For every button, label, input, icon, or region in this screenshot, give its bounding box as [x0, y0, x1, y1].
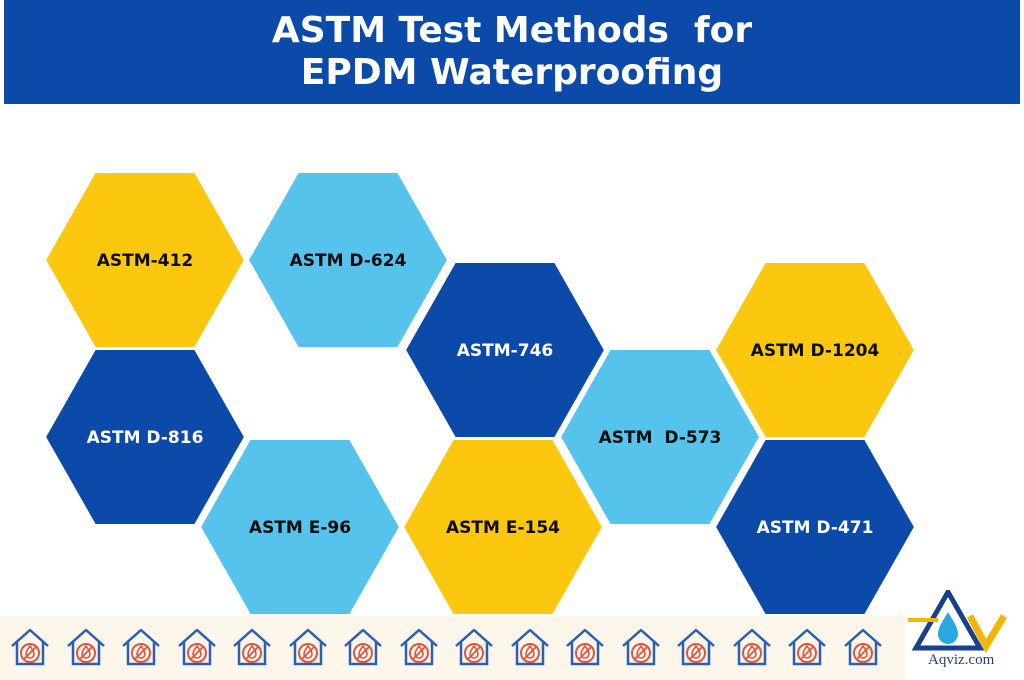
- page-title-line-1: ASTM Test Methods for: [271, 10, 753, 51]
- page-title-line-2: EPDM Waterproofing: [300, 52, 724, 93]
- hexagon-shape: [401, 438, 605, 616]
- title-banner: ASTM Test Methods for EPDM Waterproofing: [4, 0, 1020, 104]
- hexagon-shape: [246, 171, 450, 349]
- hexagon-label: ASTM-746: [457, 341, 553, 361]
- house-water-drop-icon: [732, 628, 771, 666]
- logo-text: Aqviz.com: [928, 652, 995, 668]
- hexagon-label: ASTM D-624: [290, 251, 407, 271]
- house-water-drop-icon: [177, 628, 216, 666]
- hexagon-label: ASTM-412: [97, 251, 193, 271]
- footer-icon-strip: [0, 616, 905, 680]
- hexagon-label: ASTM D-573: [599, 428, 722, 448]
- hexagon-shape: [558, 348, 762, 526]
- hexagon-shape: [43, 348, 247, 526]
- house-water-drop-icon: [344, 628, 382, 666]
- house-water-drop-icon: [233, 628, 271, 666]
- house-water-drop-icon: [843, 628, 882, 666]
- hexagon-label: ASTM D-816: [87, 428, 204, 448]
- house-water-drop-icon: [455, 628, 493, 666]
- house-water-drop-icon: [122, 628, 160, 666]
- house-water-drop-icon: [677, 628, 715, 666]
- hexagon-label: ASTM D-1204: [751, 341, 880, 361]
- hexagon-label: ASTM D-471: [757, 518, 874, 538]
- hexagon-label: ASTM E-154: [446, 518, 560, 538]
- house-water-drop-icon: [288, 628, 327, 666]
- house-water-drop-icon: [788, 628, 826, 666]
- house-water-drop-icon: [399, 628, 438, 666]
- house-water-drop-icon: [621, 628, 660, 666]
- aqviz-logo-icon: [908, 590, 1008, 654]
- house-water-drop-icon: [510, 628, 549, 666]
- house-water-drop-icon: [566, 628, 604, 666]
- house-water-drop-icon: [11, 628, 49, 666]
- hexagon-shape: [198, 438, 402, 616]
- house-water-drop-icon: [66, 628, 105, 666]
- hexagon-shape: [713, 438, 917, 616]
- hexagon-label: ASTM E-96: [249, 518, 351, 538]
